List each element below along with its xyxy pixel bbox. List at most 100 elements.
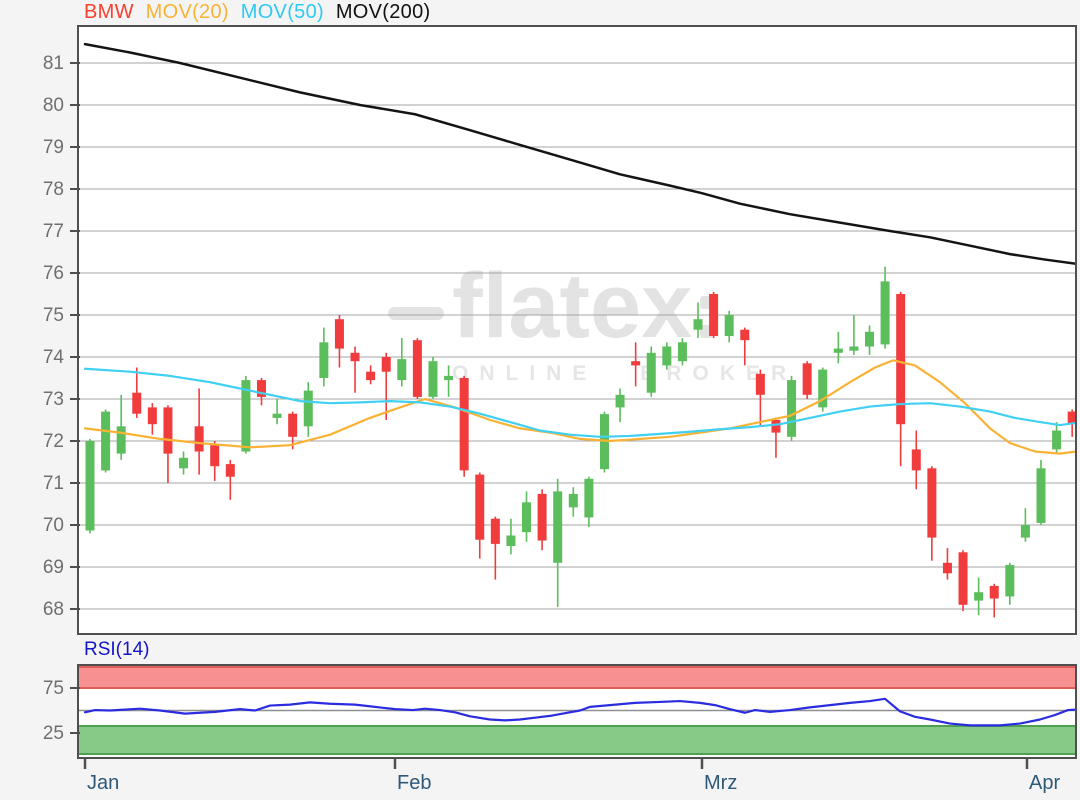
ma-line-20 (83, 359, 1075, 455)
price-axis-label: 76 (42, 262, 64, 284)
main-plot-background (78, 26, 1076, 634)
watermark-logo: flatex (452, 255, 693, 357)
candle-down (942, 562, 952, 574)
candle-up (662, 346, 672, 366)
candle-up (646, 352, 656, 393)
price-axis-label: 81 (42, 52, 64, 74)
candle-down (381, 357, 391, 372)
candle-up (553, 491, 563, 563)
candle-up (568, 493, 578, 508)
candle-down (334, 319, 344, 349)
price-axis-label: 72 (42, 430, 64, 452)
price-axis-label: 79 (42, 136, 64, 158)
price-axis-label: 70 (42, 514, 64, 536)
price-axis-label: 75 (42, 304, 64, 326)
candle-up (1052, 430, 1062, 450)
candle-up (444, 375, 454, 381)
candle-up (506, 535, 516, 546)
candle-down (147, 407, 157, 425)
candle-up (272, 413, 282, 418)
candle-up (677, 342, 687, 362)
candle-up (865, 331, 874, 347)
candle-up (1005, 564, 1015, 597)
candle-down (771, 420, 781, 433)
candle-down (256, 380, 266, 397)
candle-up (880, 281, 890, 345)
price-axis-label: 77 (42, 220, 64, 242)
watermark-dash-icon (388, 306, 444, 320)
rsi-oversold-band (79, 726, 1075, 754)
candle-up (724, 315, 734, 336)
candle-up (584, 478, 594, 518)
candle-down (740, 329, 750, 341)
candle-down (802, 363, 812, 395)
candle-down (1067, 411, 1075, 425)
candle-down (927, 468, 937, 538)
main-plot-border (77, 25, 1077, 635)
candle-up (787, 380, 797, 437)
candle-down (911, 449, 921, 471)
candle-up (849, 346, 859, 351)
candle-up (1036, 468, 1046, 523)
candle-down (896, 294, 906, 425)
candle-up (179, 457, 189, 469)
legend-mov20: MOV(20) (145, 1, 229, 23)
candle-down (132, 392, 142, 414)
candle-down (225, 464, 235, 477)
rsi-axis-label: 75 (42, 677, 64, 699)
candle-up (818, 369, 828, 408)
price-axis-label: 71 (42, 472, 64, 494)
candle-down (366, 371, 376, 381)
candle-up (101, 411, 111, 471)
price-axis-label: 78 (42, 178, 64, 200)
chart-legend: BMW MOV(20) MOV(50) MOV(200) (84, 1, 436, 24)
candle-up (833, 348, 843, 353)
candle-up (522, 502, 532, 533)
candle-up (615, 394, 625, 408)
price-axis-label: 68 (42, 598, 64, 620)
candle-down (709, 294, 719, 336)
candle-down (989, 585, 999, 599)
candle-up (241, 380, 251, 452)
candle-up (1020, 525, 1030, 538)
rsi-indicator-label: RSI(14) (84, 639, 150, 660)
candle-down (490, 518, 500, 544)
month-axis-label: Feb (397, 772, 432, 794)
candle-up (319, 342, 329, 378)
month-axis-label: Jan (87, 772, 120, 794)
price-axis-label: 69 (42, 556, 64, 578)
legend-mov200: MOV(200) (335, 1, 431, 23)
legend-symbol: BMW (84, 1, 134, 23)
price-axis-label: 80 (42, 94, 64, 116)
candle-down (958, 552, 968, 605)
candle-up (85, 441, 95, 531)
rsi-plot-border (77, 664, 1077, 759)
candle-up (428, 361, 438, 397)
watermark: flatex ONLINE BROKER (388, 260, 797, 386)
candle-down (350, 352, 360, 362)
candle-down (412, 340, 422, 397)
candle-down (631, 361, 641, 366)
candle-down (194, 426, 204, 452)
watermark-tagline: ONLINE BROKER (452, 362, 798, 385)
candle-up (116, 426, 126, 454)
candle-down (210, 445, 220, 467)
candle-down (163, 407, 173, 454)
price-axis-label: 74 (42, 346, 64, 368)
candle-down (537, 493, 547, 541)
price-axis-label: 73 (42, 388, 64, 410)
rsi-line (83, 697, 1078, 727)
candle-down (475, 474, 485, 540)
candle-up (693, 319, 703, 330)
candle-down (459, 378, 469, 471)
candle-up (974, 592, 984, 601)
candle-down (288, 413, 298, 437)
ma-line-50 (83, 367, 1075, 438)
candles-layer (83, 42, 1075, 618)
ma-line-200 (83, 42, 1075, 265)
candle-down (755, 373, 765, 395)
rsi-overbought-band (79, 666, 1075, 688)
candle-up (397, 359, 407, 381)
legend-mov50: MOV(50) (240, 1, 324, 23)
